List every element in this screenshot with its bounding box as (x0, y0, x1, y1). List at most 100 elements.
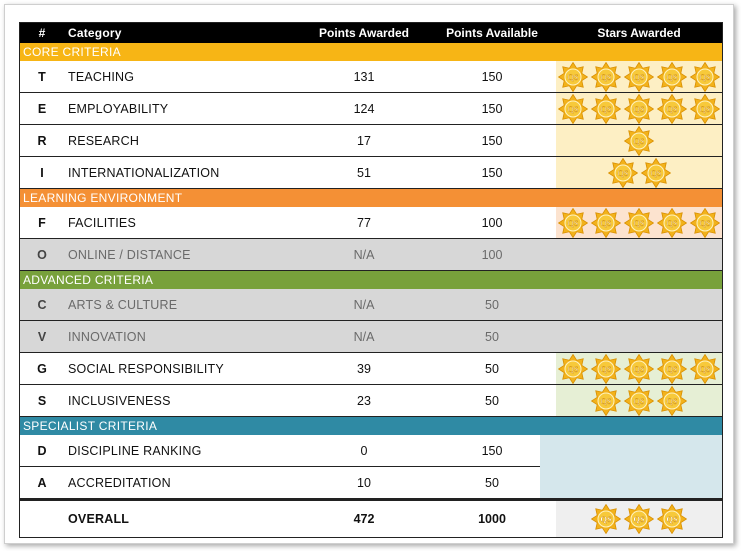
qs-star-icon: QS (657, 504, 687, 534)
row-points-awarded: 0 (360, 443, 368, 458)
row-points-available: 50 (485, 329, 499, 344)
svg-text:QS: QS (568, 72, 579, 82)
qs-star-icon: QS (624, 93, 654, 124)
svg-text:QS: QS (667, 364, 678, 374)
overall-points-available: 1000 (478, 512, 506, 526)
qs-star-icon: QS (657, 93, 687, 124)
qs-star-icon: QS (657, 353, 687, 384)
qs-star-icon: QS (591, 93, 621, 124)
row-points-available: 150 (481, 133, 503, 148)
qs-star-icon: QS (624, 504, 654, 534)
row-letter: E (37, 101, 47, 116)
svg-text:QS: QS (601, 396, 612, 406)
qs-star-icon: QS (657, 207, 687, 238)
table-header: # Category Points Awarded Points Availab… (20, 23, 722, 43)
specialist-stars-cell (540, 435, 722, 498)
table-row: G SOCIAL RESPONSIBILITY 39 50 QS QS QS QS QS (20, 353, 722, 385)
row-stars (556, 321, 722, 352)
row-points-available: 150 (481, 443, 503, 458)
qs-star-icon: QS (624, 353, 654, 384)
table-row: F FACILITIES 77 100 QS QS QS QS QS (20, 207, 722, 239)
row-stars: QS QS QS QS QS (556, 353, 722, 384)
qs-star-icon: QS (591, 353, 621, 384)
svg-text:QS: QS (667, 104, 678, 114)
svg-text:QS: QS (601, 364, 612, 374)
section-advanced-criteria: ADVANCED CRITERIA (20, 271, 722, 289)
row-points-available: 100 (481, 215, 503, 230)
table-row: A ACCREDITATION 10 50 (20, 467, 722, 499)
table-row: R RESEARCH 17 150 QS (20, 125, 722, 157)
row-stars: QS QS QS QS QS (556, 207, 722, 238)
svg-text:QS: QS (634, 396, 645, 406)
overall-points-awarded: 472 (353, 512, 375, 526)
row-points-awarded: 10 (357, 475, 371, 490)
row-category: FACILITIES (68, 215, 136, 230)
svg-text:QS: QS (568, 364, 579, 374)
qs-star-icon: QS (640, 157, 671, 188)
overall-label: OVERALL (68, 512, 130, 526)
row-stars: QS QS (556, 157, 722, 188)
svg-text:QS: QS (568, 104, 579, 114)
svg-text:QS: QS (634, 218, 645, 228)
svg-text:QS: QS (700, 72, 711, 82)
row-category: ARTS & CULTURE (68, 297, 178, 312)
qs-star-icon: QS (558, 93, 588, 124)
qs-star-icon: QS (591, 504, 621, 534)
row-category: INTERNATIONALIZATION (68, 165, 220, 180)
svg-text:QS: QS (601, 104, 612, 114)
svg-text:QS: QS (617, 168, 628, 178)
row-letter: A (37, 475, 47, 490)
row-points-awarded: 23 (357, 393, 371, 408)
row-points-awarded: 51 (357, 165, 371, 180)
row-letter: R (37, 133, 47, 148)
row-stars: QS (556, 125, 722, 156)
row-points-awarded: 77 (357, 215, 371, 230)
qs-star-icon: QS (690, 207, 720, 238)
row-letter: D (37, 443, 47, 458)
svg-text:QS: QS (634, 72, 645, 82)
qs-star-icon: QS (690, 93, 720, 124)
row-letter: C (37, 297, 47, 312)
overall-stars: QS QS QS (556, 501, 722, 537)
svg-text:QS: QS (634, 136, 645, 146)
row-category: ACCREDITATION (68, 475, 171, 490)
row-points-available: 150 (481, 69, 503, 84)
row-letter: T (38, 69, 46, 84)
row-category: RESEARCH (68, 133, 140, 148)
svg-text:QS: QS (700, 104, 711, 114)
table-row: E EMPLOYABILITY 124 150 QS QS QS QS QS (20, 93, 722, 125)
svg-text:QS: QS (601, 72, 612, 82)
qs-star-icon: QS (624, 207, 654, 238)
row-points-awarded: 39 (357, 361, 371, 376)
svg-text:QS: QS (667, 396, 678, 406)
overall-row: OVERALL 472 1000 QS QS QS (20, 499, 722, 538)
qs-star-icon: QS (591, 207, 621, 238)
svg-text:QS: QS (700, 364, 711, 374)
row-points-available: 150 (481, 165, 503, 180)
row-stars: QS QS QS (556, 385, 722, 416)
overall-num (20, 501, 64, 537)
qs-star-icon: QS (657, 61, 687, 92)
section-specialist-criteria: SPECIALIST CRITERIA (20, 417, 722, 435)
header-num: # (38, 26, 46, 40)
header-points-awarded: Points Awarded (318, 26, 410, 40)
row-letter: G (37, 361, 47, 376)
row-letter: I (40, 165, 44, 180)
row-category: SOCIAL RESPONSIBILITY (68, 361, 224, 376)
table-row: T TEACHING 131 150 QS QS QS QS QS (20, 61, 722, 93)
row-points-available: 150 (481, 101, 503, 116)
row-points-available: 50 (485, 361, 499, 376)
svg-text:QS: QS (634, 104, 645, 114)
qs-star-icon: QS (624, 125, 654, 156)
table-row: V INNOVATION N/A 50 (20, 321, 722, 353)
qs-star-icon: QS (558, 207, 588, 238)
header-stars-awarded: Stars Awarded (597, 26, 681, 40)
svg-text:QS: QS (700, 218, 711, 228)
svg-text:QS: QS (601, 218, 612, 228)
svg-text:QS: QS (568, 218, 579, 228)
table-row: S INCLUSIVENESS 23 50 QS QS QS (20, 385, 722, 417)
svg-text:QS: QS (600, 514, 612, 524)
qs-star-icon: QS (558, 353, 588, 384)
section-learning-environment: LEARNING ENVIRONMENT (20, 189, 722, 207)
qs-star-icon: QS (558, 61, 588, 92)
